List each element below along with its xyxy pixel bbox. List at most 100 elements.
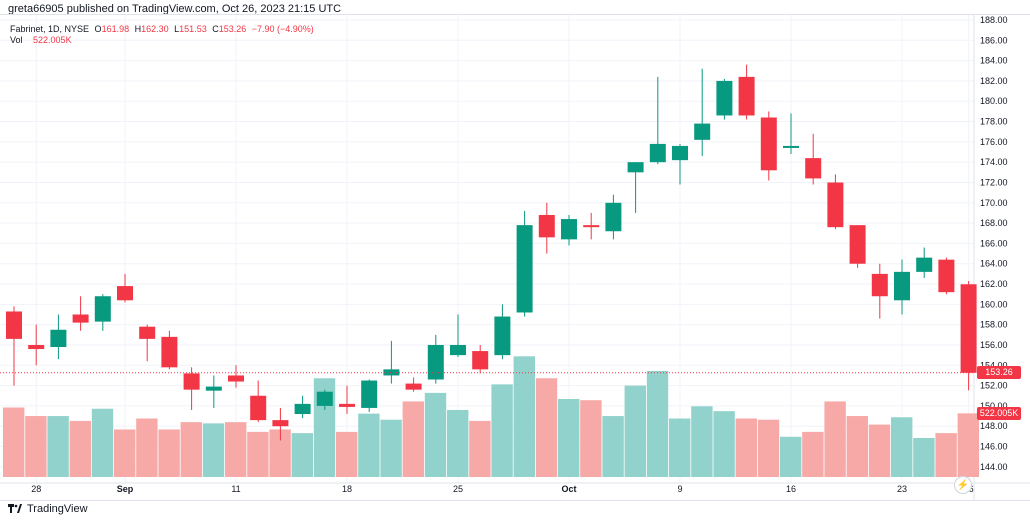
- footer: TradingView: [8, 503, 88, 515]
- candle-body: [494, 316, 511, 356]
- candle-body: [627, 162, 644, 173]
- volume-bar: [358, 413, 380, 477]
- y-tick-label: 184.00: [980, 56, 1008, 66]
- volume-bar: [47, 416, 69, 477]
- candle-body: [472, 351, 489, 370]
- y-tick-label: 178.00: [980, 117, 1008, 127]
- legend-open-key: O: [94, 24, 102, 34]
- volume-bar: [646, 370, 669, 477]
- x-tick-label: 28: [31, 484, 41, 494]
- y-tick-label: 182.00: [980, 76, 1008, 86]
- legend-close-value: 153.26: [218, 24, 247, 34]
- candle-body: [849, 225, 866, 264]
- candle-body: [672, 145, 688, 161]
- volume-bar: [735, 418, 757, 477]
- last-price-tag: 153.26: [977, 366, 1021, 380]
- y-tick-label: 152.00: [980, 381, 1008, 391]
- candle-body: [561, 219, 577, 240]
- y-tick-label: 176.00: [980, 137, 1008, 147]
- candle-body: [916, 257, 933, 272]
- candle-body: [738, 76, 755, 116]
- candle-body: [871, 273, 888, 297]
- volume-bar: [535, 378, 558, 477]
- volume-bar: [757, 419, 780, 477]
- tradingview-logo-icon: [8, 504, 22, 514]
- footer-brand: TradingView: [27, 503, 88, 515]
- candle-body: [361, 380, 378, 408]
- legend-high-value: 162.30: [141, 24, 169, 34]
- volume-bar: [513, 356, 535, 477]
- x-tick-label: 16: [786, 484, 796, 494]
- y-tick-label: 146.00: [980, 442, 1008, 452]
- volume-bar: [269, 429, 291, 477]
- candle-body: [383, 369, 400, 376]
- volume-bar: [491, 384, 513, 477]
- legend-symbol: Fabrinet, 1D, NYSE: [10, 24, 90, 34]
- candle-body: [405, 383, 422, 390]
- candle-body: [72, 314, 89, 323]
- volume-bar: [957, 413, 979, 477]
- candle-body: [183, 373, 200, 390]
- volume-bar: [846, 416, 868, 477]
- y-tick-label: 174.00: [980, 157, 1008, 167]
- legend-high-key: H: [134, 24, 142, 34]
- candle-body: [94, 296, 111, 322]
- volume-bar: [402, 401, 424, 477]
- y-tick-label: 180.00: [980, 96, 1008, 106]
- volume-bar: [469, 420, 491, 477]
- candle-body: [649, 143, 666, 163]
- volume-bar: [868, 424, 891, 477]
- volume-bar: [158, 429, 180, 477]
- candle-body: [716, 80, 733, 116]
- volume-bar: [180, 422, 202, 477]
- chart-frame[interactable]: 188.00 186.00 184.00 182.00 180.00 178.00 176.…: [0, 14, 1030, 501]
- y-tick-label: 186.00: [980, 35, 1008, 45]
- candle-body: [272, 420, 289, 427]
- volume-bar: [247, 431, 269, 477]
- volume-bar: [447, 409, 469, 477]
- volume-bar: [336, 431, 358, 477]
- x-tick-label: 23: [897, 484, 907, 494]
- y-tick-label: 188.00: [980, 15, 1008, 25]
- x-tick-label: 25: [453, 484, 463, 494]
- legend-open-value: 161.98: [101, 24, 130, 34]
- volume-value: 522.005K: [33, 35, 72, 45]
- candle-body: [28, 344, 45, 350]
- candle-body: [760, 117, 777, 171]
- candle-body: [427, 344, 444, 380]
- y-tick-label: 166.00: [980, 238, 1008, 248]
- last-volume-tag: 522.005K: [977, 406, 1021, 420]
- candle-body: [538, 214, 555, 238]
- candle-body: [294, 403, 311, 415]
- candle-body: [228, 375, 244, 382]
- volume-bar: [802, 431, 824, 477]
- volume-bar: [713, 411, 735, 477]
- candlestick-chart[interactable]: 188.00 186.00 184.00 182.00 180.00 178.00 176.…: [0, 15, 1030, 500]
- volume-legend: Vol 522.005K: [10, 35, 72, 45]
- volume-bar: [691, 406, 713, 477]
- volume-label: Vol: [10, 35, 23, 45]
- candle-body: [694, 123, 711, 140]
- y-tick-label: 150.00: [980, 401, 1008, 411]
- y-tick-label: 162.00: [980, 279, 1008, 289]
- candle-body: [516, 225, 533, 313]
- lightning-icon[interactable]: ⚡: [954, 476, 972, 494]
- volume-bar: [202, 423, 225, 477]
- candle-body: [250, 395, 267, 421]
- volume-bar: [824, 401, 846, 477]
- volume-bar: [3, 407, 25, 477]
- y-tick-label: 172.00: [980, 177, 1008, 187]
- y-tick-label: 148.00: [980, 421, 1008, 431]
- published-line: greta66905 published on TradingView.com,…: [8, 3, 342, 15]
- y-tick-label: 156.00: [980, 340, 1008, 350]
- volume-bar: [291, 433, 313, 477]
- volume-bar: [624, 385, 646, 477]
- volume-bar: [69, 420, 91, 477]
- candle-body: [894, 271, 910, 301]
- legend-low-key: L: [174, 24, 180, 34]
- x-tick-label: Oct: [561, 484, 576, 494]
- candle-body: [583, 225, 600, 228]
- ohlc-legend: Fabrinet, 1D, NYSE O161.98 H162.30 L151.…: [10, 24, 314, 34]
- candle-body: [450, 344, 466, 356]
- candle-body: [205, 386, 222, 391]
